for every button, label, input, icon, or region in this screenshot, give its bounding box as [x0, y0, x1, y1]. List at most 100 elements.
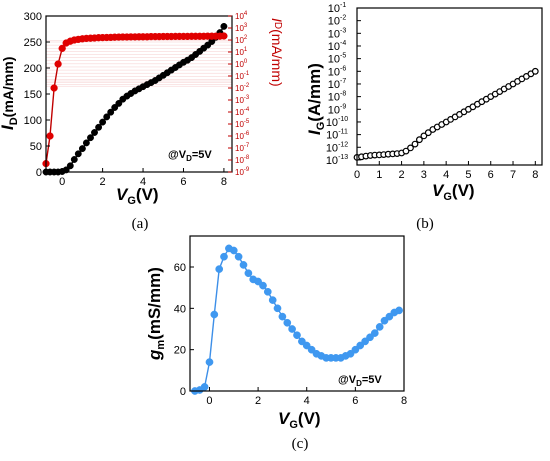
y-tick-label: 250 — [24, 37, 42, 49]
x-tick-label: 5 — [465, 169, 471, 181]
panel-c-bias-condition: @VD=5V — [338, 374, 382, 388]
id-log-point — [46, 132, 54, 140]
x-tick-label: 0 — [206, 395, 212, 407]
id-linear-point — [78, 145, 86, 153]
gm-point — [356, 341, 365, 350]
ig-point — [420, 132, 428, 140]
x-tick-label: 3 — [421, 169, 427, 181]
y-tick-label: 10-1 — [328, 2, 347, 15]
panel-a-y-axis-title: ID(mA/mm) — [0, 57, 20, 130]
y2-tick-label: 101 — [235, 47, 248, 57]
y2-tick-label: 10-1 — [235, 71, 250, 81]
gm-point — [361, 337, 369, 346]
gm-point — [370, 329, 379, 337]
gm-point — [263, 287, 272, 296]
x-tick-label: 1 — [376, 169, 382, 181]
y-tick-label: 0 — [180, 386, 186, 398]
panel-b-y-axis-title: IG(A/mm) — [305, 63, 327, 135]
gm-point — [200, 383, 209, 391]
y2-tick-label: 10-5 — [235, 119, 250, 129]
id-linear-point — [82, 139, 90, 147]
y-tick-label: 50 — [30, 141, 42, 153]
series-id-linear — [42, 22, 228, 176]
ig-point — [402, 147, 410, 155]
y-tick-label: 10-4 — [328, 40, 347, 53]
series-ig — [353, 67, 539, 161]
panel-a-x-axis-title: VG(V) — [116, 185, 159, 207]
id-log-point — [58, 44, 66, 53]
x-tick-label: 0 — [354, 169, 360, 181]
x-tick-label: 6 — [180, 176, 186, 188]
y-tick-label: 20 — [174, 345, 186, 357]
panel-a-label: (a) — [132, 216, 149, 232]
panel-c-y-ticks: 0 20 40 60 — [174, 262, 194, 398]
gm-line — [194, 247, 400, 392]
id-linear-point — [91, 129, 98, 136]
y-tick-label: 10-10 — [326, 116, 348, 129]
x-tick-label: 6 — [352, 395, 358, 407]
x-tick-label: 2 — [255, 395, 261, 407]
y-tick-label: 10-8 — [328, 91, 347, 104]
gm-point — [273, 304, 282, 313]
y2-tick-label: 102 — [235, 35, 248, 45]
gm-point — [307, 345, 316, 354]
gm-point — [215, 265, 224, 273]
ig-point — [531, 67, 539, 75]
gm-point — [346, 349, 355, 358]
panel-c-label: (c) — [292, 436, 309, 452]
y2-tick-label: 10-2 — [235, 83, 250, 93]
gm-point — [375, 323, 384, 331]
ig-point — [424, 129, 432, 137]
ig-point — [407, 144, 414, 152]
y-tick-label: 10-6 — [328, 65, 347, 78]
y-tick-label: 0 — [36, 167, 42, 179]
gm-point — [259, 281, 267, 290]
panel-c-x-ticks: 0 2 4 6 8 — [206, 387, 407, 407]
panel-a-x-ticks: 0 2 4 6 8 — [59, 168, 227, 188]
id-linear-point — [111, 104, 119, 111]
y-tick-label: 100 — [24, 115, 42, 127]
gm-point — [380, 316, 389, 325]
x-tick-label: 4 — [140, 176, 146, 188]
gm-point — [239, 261, 248, 269]
x-tick-label: 4 — [443, 169, 449, 181]
gm-point — [220, 252, 228, 261]
y-tick-label: 10-12 — [326, 141, 348, 154]
panel-a-y2-axis-title: ID(mA/mm) — [269, 18, 285, 87]
y2-tick-label: 104 — [235, 11, 248, 21]
y-tick-label: 10-9 — [328, 103, 347, 116]
panel-c-x-axis-title: VG(V) — [278, 409, 321, 431]
ig-point — [416, 136, 423, 144]
y-tick-label: 10-2 — [328, 15, 347, 28]
id-log-point — [54, 60, 62, 68]
y2-tick-label: 10-9 — [235, 167, 250, 177]
id-linear-point — [87, 134, 94, 142]
gm-point — [210, 310, 219, 319]
x-tick-label: 0 — [59, 176, 65, 188]
panel-b-x-axis-title: VG(V) — [432, 181, 475, 203]
gm-point — [268, 296, 277, 304]
id-linear-point — [95, 123, 103, 131]
gm-point — [283, 318, 292, 327]
gm-point — [234, 252, 243, 261]
y-tick-label: 200 — [24, 63, 42, 75]
id-linear-point — [103, 113, 111, 121]
y-tick-label: 40 — [174, 303, 186, 315]
id-linear-point — [220, 22, 228, 30]
panel-c-plot-frame — [189, 235, 405, 392]
x-tick-label: 2 — [100, 176, 106, 188]
y-tick-label: 60 — [174, 262, 186, 274]
x-tick-label: 7 — [510, 169, 516, 181]
y-tick-label: 10-5 — [328, 53, 347, 66]
panel-a-y-ticks: 0 50 100 150 200 250 300 — [24, 11, 50, 179]
gm-point — [205, 358, 214, 366]
y2-tick-label: 103 — [235, 23, 248, 33]
y2-tick-label: 10-6 — [235, 131, 250, 141]
gm-point — [302, 341, 311, 350]
panel-c-y-axis-title: gm(mS/mm) — [145, 267, 167, 361]
gm-point — [385, 312, 394, 321]
x-tick-label: 8 — [401, 395, 407, 407]
x-tick-label: 8 — [221, 176, 227, 188]
